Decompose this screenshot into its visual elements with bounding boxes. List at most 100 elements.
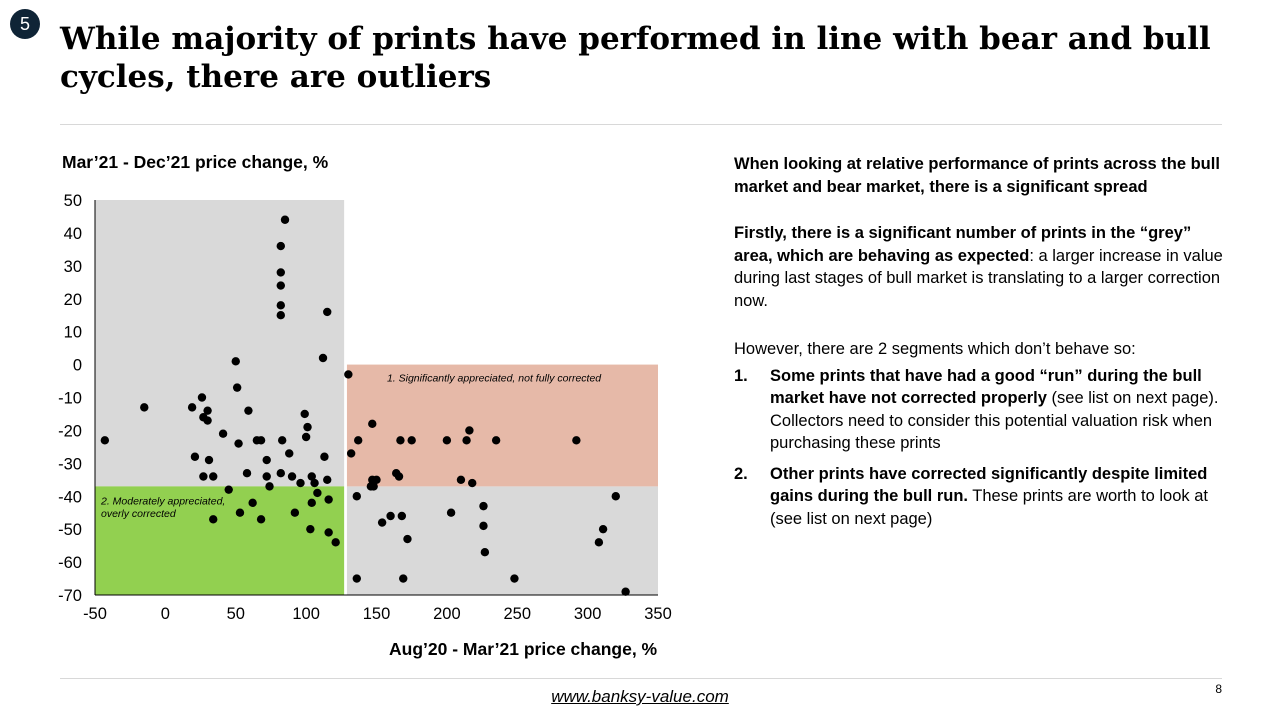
commentary-panel: When looking at relative performance of … — [734, 153, 1224, 538]
x-tick-label: 100 — [292, 605, 320, 623]
data-point — [621, 587, 630, 596]
data-point — [320, 452, 329, 461]
item-bold: Other prints have corrected significantl… — [770, 464, 1208, 506]
data-point — [242, 469, 252, 478]
data-point — [218, 429, 228, 438]
item-rest: These prints are worth to look at (see l… — [770, 487, 1208, 528]
item-rest: (see list on next page). Collectors need… — [770, 389, 1219, 452]
data-point — [276, 301, 285, 310]
website-link[interactable]: www.banksy-value.com — [551, 687, 729, 706]
x-tick-label: 350 — [644, 605, 672, 623]
data-point — [352, 574, 361, 583]
data-point — [197, 393, 207, 402]
zone-salmon — [346, 364, 658, 487]
data-point — [234, 439, 243, 448]
data-point — [465, 426, 474, 435]
page-title: While majority of prints have performed … — [60, 21, 1211, 95]
item-bold: Some prints that have had a good “run” d… — [770, 366, 1202, 408]
data-point — [235, 508, 245, 517]
y-tick-label: 40 — [64, 225, 82, 243]
data-point — [324, 495, 333, 504]
scatter-chart: 1. Significantly appreciated, not fully … — [58, 192, 672, 623]
data-point — [346, 449, 356, 458]
data-point — [209, 515, 218, 524]
data-point — [276, 268, 285, 277]
data-point — [277, 436, 287, 445]
firstly-bold: Firstly, there is a significant number o… — [734, 224, 1192, 265]
data-point — [368, 419, 377, 429]
data-point — [287, 472, 297, 481]
data-point — [598, 524, 608, 534]
x-tick-label: -50 — [83, 605, 107, 623]
data-point — [203, 406, 212, 415]
data-point — [285, 449, 294, 458]
y-tick-label: 10 — [64, 324, 82, 342]
data-point — [354, 436, 363, 445]
data-point — [140, 403, 149, 412]
firstly-rest: : a larger increase in value during last… — [734, 246, 1223, 310]
x-tick-label: 150 — [363, 605, 391, 623]
data-point — [491, 436, 501, 445]
zone-grey-left — [95, 200, 345, 487]
x-tick-label: 200 — [433, 605, 461, 623]
x-axis-title: Aug’20 - Mar’21 price change, % — [389, 639, 658, 659]
data-point — [307, 472, 316, 481]
y-tick-label: -10 — [58, 390, 82, 408]
segments-list: 1. Some prints that have had a good “run… — [734, 365, 1224, 531]
data-point — [446, 508, 456, 517]
data-point — [318, 353, 328, 363]
zone-label-green-line: overly corrected — [101, 508, 177, 520]
data-point — [100, 436, 110, 445]
data-point — [313, 488, 322, 498]
data-point — [290, 508, 300, 517]
data-point — [331, 538, 340, 547]
data-point — [396, 436, 405, 445]
title-divider — [60, 124, 1222, 125]
zone-green — [95, 486, 345, 595]
data-point — [204, 455, 214, 465]
data-point — [462, 436, 471, 445]
y-tick-label: -20 — [58, 422, 82, 440]
intro-text: When looking at relative performance of … — [734, 155, 1220, 196]
data-point — [301, 432, 311, 442]
data-point — [209, 472, 218, 481]
data-point — [300, 409, 309, 419]
data-point — [224, 485, 233, 494]
list-item: 1. Some prints that have had a good “run… — [734, 365, 1224, 455]
data-point — [479, 521, 488, 531]
data-point — [323, 475, 332, 484]
data-point — [231, 357, 240, 366]
y-tick-label: 30 — [64, 258, 82, 276]
firstly-paragraph: Firstly, there is a significant number o… — [734, 222, 1224, 312]
data-point — [456, 475, 466, 484]
data-point — [594, 538, 604, 547]
y-tick-label: -50 — [58, 521, 82, 539]
data-point — [262, 455, 271, 465]
data-point — [248, 498, 257, 508]
data-point — [572, 436, 581, 445]
footer-divider — [60, 678, 1222, 679]
data-point — [403, 534, 412, 544]
data-point — [265, 482, 274, 491]
y-tick-label: 50 — [64, 192, 82, 210]
data-point — [276, 469, 285, 478]
data-point — [276, 281, 285, 290]
data-point — [397, 511, 407, 521]
data-point — [310, 478, 319, 488]
x-tick-label: 250 — [503, 605, 531, 623]
data-point — [306, 524, 315, 534]
y-tick-label: 20 — [64, 291, 82, 309]
data-point — [394, 472, 404, 481]
data-point — [232, 383, 242, 392]
slide-number-badge: 5 — [10, 9, 40, 39]
data-point — [344, 370, 353, 379]
data-point — [323, 307, 332, 317]
data-point — [199, 472, 208, 481]
y-tick-label: -30 — [58, 455, 82, 473]
zone-label-green-line: 2. Moderately appreciated, — [100, 495, 225, 507]
data-point — [468, 478, 477, 488]
data-point — [377, 518, 387, 527]
y-tick-label: -60 — [58, 554, 82, 572]
data-point — [276, 241, 285, 251]
zone-grey-bottom-right — [346, 486, 658, 595]
